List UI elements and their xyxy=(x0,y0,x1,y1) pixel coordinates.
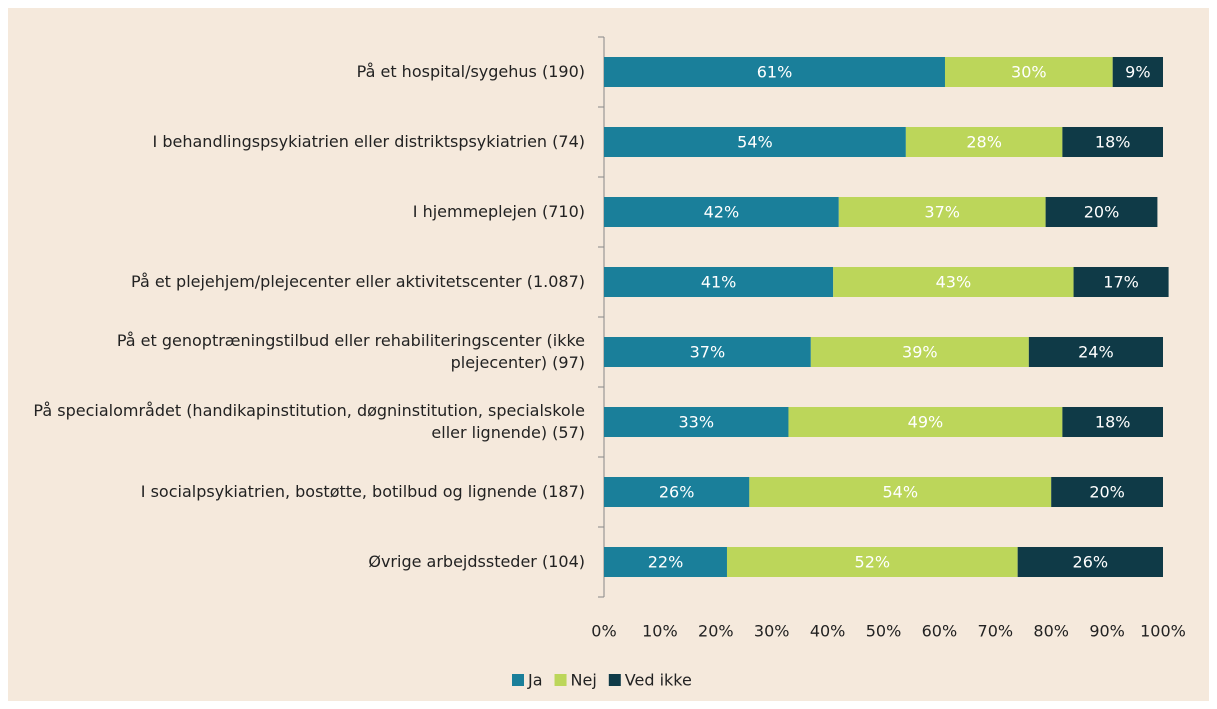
bar-segment xyxy=(1073,267,1169,297)
data-label: 43% xyxy=(936,273,972,292)
x-tick-label: 80% xyxy=(1033,622,1069,641)
category-label: I hjemmeplejen (710) xyxy=(412,202,585,221)
bar-segment xyxy=(604,127,906,157)
legend-label: Ved ikke xyxy=(625,671,692,690)
bar-segment xyxy=(604,407,789,437)
x-tick-label: 70% xyxy=(978,622,1014,641)
category-label: På et plejehjem/plejecenter eller aktivi… xyxy=(131,272,585,291)
x-tick-label: 60% xyxy=(922,622,958,641)
data-label: 24% xyxy=(1078,343,1114,362)
x-tick-label: 90% xyxy=(1089,622,1125,641)
bar-segment xyxy=(604,57,945,87)
bar-segment xyxy=(604,267,834,297)
bar-segment xyxy=(1045,197,1158,227)
data-label: 20% xyxy=(1084,203,1120,222)
bar-segment xyxy=(1051,477,1163,507)
x-tick-label: 50% xyxy=(866,622,902,641)
x-tick-label: 100% xyxy=(1140,622,1186,641)
legend-swatch xyxy=(608,674,621,686)
data-label: 26% xyxy=(1073,553,1109,572)
data-label: 18% xyxy=(1095,133,1131,152)
data-label: 17% xyxy=(1103,273,1139,292)
data-label: 30% xyxy=(1011,63,1047,82)
legend-swatch xyxy=(554,674,567,686)
data-label: 28% xyxy=(966,133,1002,152)
bar-segment xyxy=(1062,127,1163,157)
bar-segment xyxy=(749,477,1052,507)
x-tick-label: 30% xyxy=(754,622,790,641)
data-label: 22% xyxy=(648,553,684,572)
data-label: 52% xyxy=(855,553,891,572)
legend-swatch xyxy=(512,674,524,686)
bar-segment xyxy=(1112,57,1163,87)
category-label: På et hospital/sygehus (190) xyxy=(356,62,585,81)
category-label: I behandlingspsykiatrien eller distrikts… xyxy=(152,132,585,151)
bar-segment xyxy=(838,197,1046,227)
bar-segment xyxy=(604,547,727,577)
bar-segment xyxy=(905,127,1063,157)
bar-segment xyxy=(833,267,1074,297)
bar-segment xyxy=(1062,407,1163,437)
data-label: 37% xyxy=(690,343,726,362)
bar-segment xyxy=(1017,547,1163,577)
data-label: 18% xyxy=(1095,413,1131,432)
category-label: I socialpsykiatrien, bostøtte, botilbud … xyxy=(140,482,585,501)
x-tick-label: 10% xyxy=(642,622,678,641)
bar-segment xyxy=(810,337,1029,367)
data-label: 37% xyxy=(924,203,960,222)
data-label: 49% xyxy=(908,413,944,432)
data-label: 54% xyxy=(737,133,773,152)
x-tick-label: 20% xyxy=(698,622,734,641)
data-label: 41% xyxy=(701,273,737,292)
x-tick-label: 0% xyxy=(591,622,616,641)
data-label: 26% xyxy=(659,483,695,502)
data-label: 39% xyxy=(902,343,938,362)
data-label: 20% xyxy=(1089,483,1125,502)
data-label: 61% xyxy=(757,63,793,82)
data-label: 33% xyxy=(678,413,714,432)
bar-segment xyxy=(604,477,750,507)
data-label: 9% xyxy=(1125,63,1150,82)
data-label: 54% xyxy=(882,483,918,502)
category-label: På specialområdet (handikapinstitution, … xyxy=(33,401,585,442)
bar-segment xyxy=(944,57,1113,87)
category-label: Øvrige arbejdssteder (104) xyxy=(368,552,585,571)
bar-segment xyxy=(726,547,1018,577)
legend-label: Ja xyxy=(527,671,543,690)
bar-segment xyxy=(788,407,1063,437)
data-label: 42% xyxy=(704,203,740,222)
legend-label: Nej xyxy=(571,671,597,690)
x-tick-label: 40% xyxy=(810,622,846,641)
bar-segment xyxy=(604,337,811,367)
bar-segment xyxy=(604,197,839,227)
category-label: På et genoptræningstilbud eller rehabili… xyxy=(116,331,585,372)
bar-segment xyxy=(1028,337,1163,367)
